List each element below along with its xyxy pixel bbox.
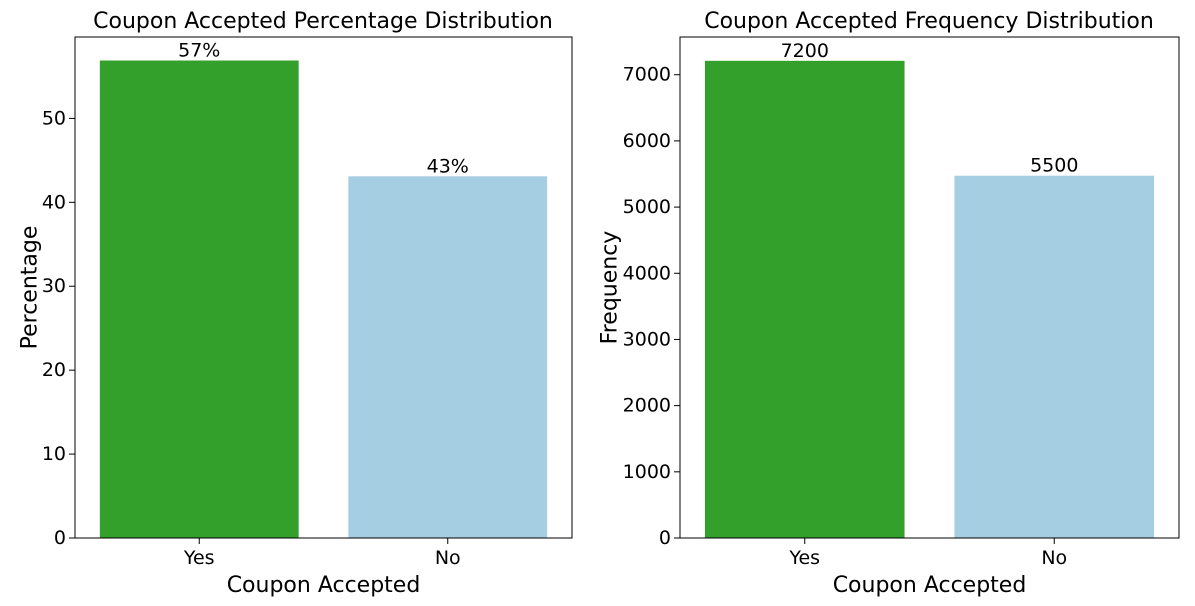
y-tick-label: 5000: [623, 196, 671, 218]
bar-no: [348, 176, 548, 539]
bar-no: [954, 175, 1155, 539]
y-tick-label: 0: [54, 527, 66, 549]
bar-group: 7200 5500: [704, 40, 1155, 539]
y-axis-label: Percentage: [18, 226, 43, 350]
y-tick-label: 4000: [623, 262, 671, 284]
bar-group: 57% 43%: [99, 39, 548, 539]
chart-title: Coupon Accepted Percentage Distribution: [93, 9, 553, 34]
plot-frame: [74, 36, 573, 539]
data-label: 43%: [427, 155, 469, 177]
y-tick-label: 1000: [623, 461, 671, 483]
x-tick-label: No: [1041, 547, 1067, 569]
data-label: 57%: [178, 39, 220, 61]
data-label: 5500: [1030, 155, 1078, 177]
y-tick-label: 50: [42, 107, 66, 129]
x-axis-label: Coupon Accepted: [227, 573, 421, 598]
x-tick-label: Yes: [788, 547, 820, 569]
axis-ticks: 0 10 20 30 40 50 Yes No: [42, 107, 461, 569]
y-tick-label: 10: [42, 443, 66, 465]
chart-panel-percentage: Coupon Accepted Percentage Distribution …: [18, 9, 573, 598]
bar-yes: [704, 60, 905, 539]
y-tick-label: 30: [42, 275, 66, 297]
bar-yes: [99, 60, 299, 538]
data-label: 7200: [781, 40, 829, 62]
y-tick-label: 40: [42, 191, 66, 213]
chart-panel-frequency: Coupon Accepted Frequency Distribution 7…: [598, 9, 1180, 598]
x-axis-label: Coupon Accepted: [833, 573, 1027, 598]
chart-title: Coupon Accepted Frequency Distribution: [704, 9, 1154, 34]
y-tick-label: 0: [659, 527, 671, 549]
axis-ticks: 0 1000 2000 3000 4000 5000 6000 7000 Yes No: [623, 64, 1068, 569]
y-tick-label: 2000: [623, 395, 671, 417]
y-tick-label: 7000: [623, 64, 671, 86]
y-tick-label: 20: [42, 359, 66, 381]
x-tick-label: Yes: [183, 547, 215, 569]
y-axis-label: Frequency: [598, 231, 623, 345]
y-tick-label: 3000: [623, 328, 671, 350]
y-tick-label: 6000: [623, 130, 671, 152]
plot-frame: [679, 36, 1180, 539]
x-tick-label: No: [435, 547, 461, 569]
